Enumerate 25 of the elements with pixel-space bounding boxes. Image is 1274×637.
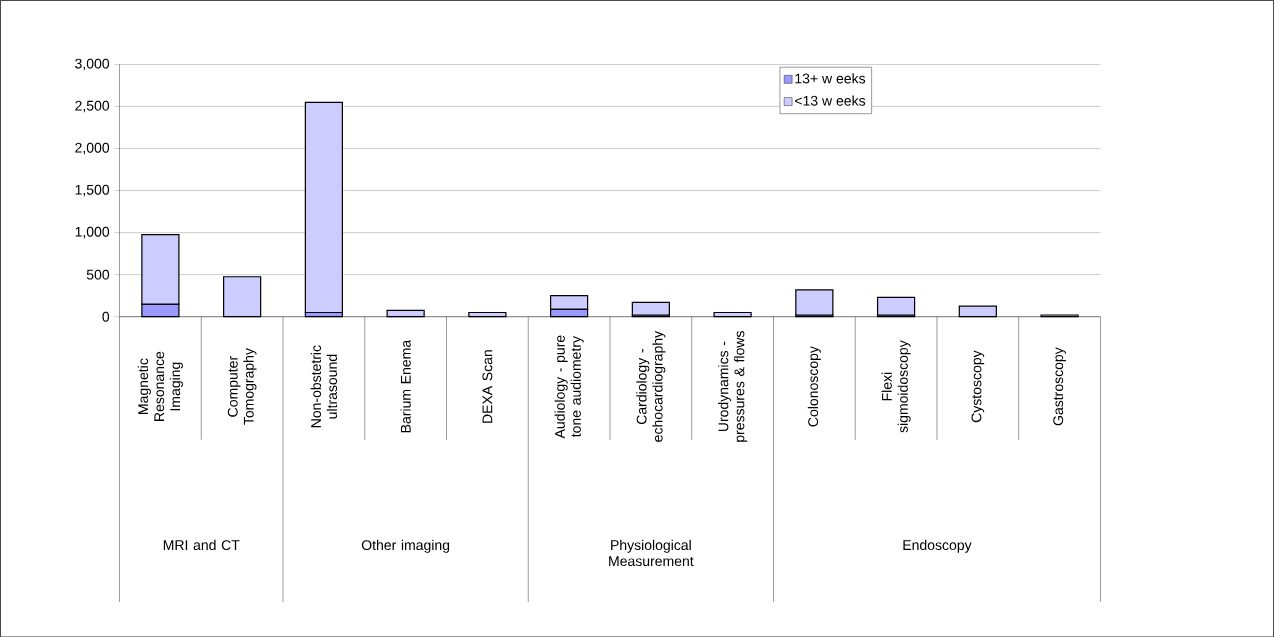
x-tick-label: Computer Tomography [227, 347, 257, 425]
y-tick-label: 2,000 [75, 142, 110, 155]
x-tick-label: Urodynamics - pressures & flows [718, 330, 748, 442]
x-tick-label: Cardiology - echocardiography [636, 330, 666, 442]
x-tick-label: Magnetic Resonance Imaging [137, 351, 183, 421]
x-tick-label: Barium Enema [400, 339, 411, 433]
text: Physiological Measurement [609, 539, 694, 566]
y-tick-label: 500 [86, 269, 110, 280]
x-tick-label: Colonoscopy [807, 345, 821, 427]
x-tick-label: Gastroscopy [1053, 347, 1066, 426]
y-tick-label: 1,000 [75, 226, 110, 239]
x-tick-label: Audiology - pure tone audiometry [554, 335, 584, 439]
x-tick-label: Flexi sigmoidoscopy [881, 340, 911, 433]
legend-label: 13+ w eeks [795, 72, 866, 84]
legend-label: <13 w eeks [795, 95, 866, 106]
x-tick-label: Non-obstetric ultrasound [310, 345, 338, 427]
y-tick-label: 0 [102, 311, 110, 322]
text: Endoscopy [903, 539, 972, 553]
y-tick-label: 3,000 [75, 58, 110, 71]
text: Other imaging [361, 539, 450, 553]
text: MRI and CT [163, 539, 240, 550]
x-tick-label: DEXA Scan [482, 349, 493, 423]
y-tick-label: 1,500 [75, 184, 110, 197]
y-tick-label: 2,500 [75, 100, 110, 113]
x-tick-label: Cystoscopy [971, 350, 985, 422]
